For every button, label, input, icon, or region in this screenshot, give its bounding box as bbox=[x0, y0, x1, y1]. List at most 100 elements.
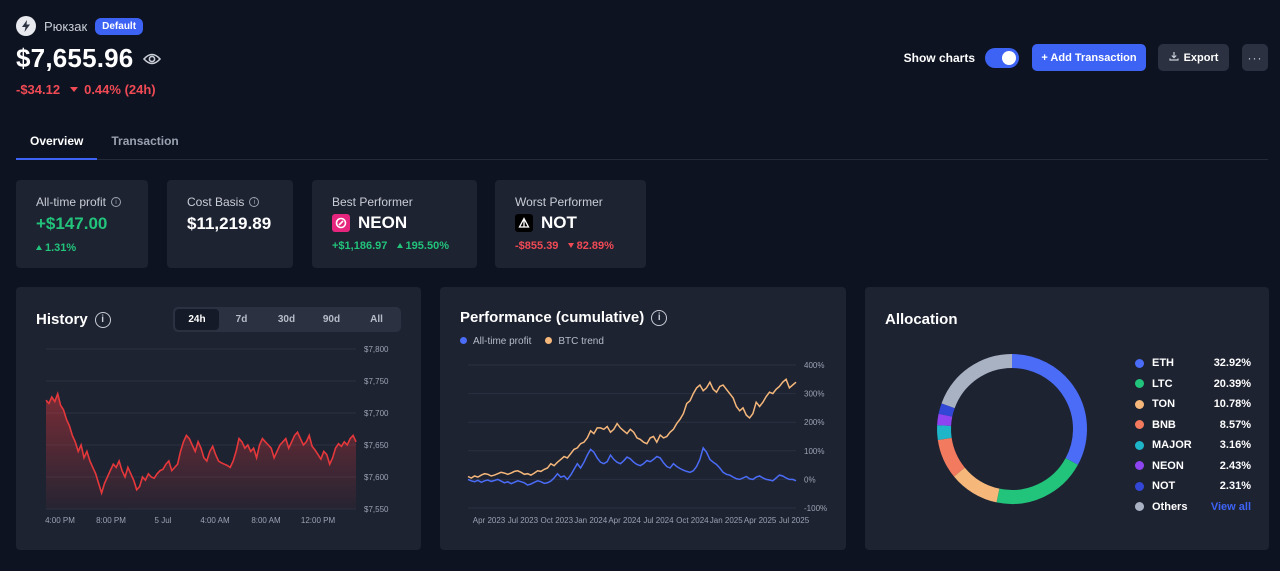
donut-slice-neon bbox=[937, 413, 953, 426]
worst-performer-coin[interactable]: NOT bbox=[541, 213, 577, 232]
legend-dot bbox=[1135, 502, 1144, 512]
best-performer-coin[interactable]: NEON bbox=[358, 213, 408, 232]
history-y-tick: $7,550 bbox=[364, 505, 389, 514]
allocation-item-others[interactable]: Others View all bbox=[1135, 497, 1251, 518]
best-performer-pct: 195.50% bbox=[405, 240, 449, 252]
wallet-name[interactable]: Рюкзак bbox=[44, 18, 88, 34]
worst-performer-label: Worst Performer bbox=[515, 195, 603, 209]
allocation-title: Allocation bbox=[885, 311, 958, 328]
add-transaction-button[interactable]: + Add Transaction bbox=[1032, 44, 1146, 71]
range-90d[interactable]: 90d bbox=[322, 314, 341, 325]
legend-btc-trend[interactable]: BTC trend bbox=[545, 336, 604, 347]
info-icon[interactable]: i bbox=[94, 311, 111, 328]
allocation-donut-chart[interactable] bbox=[865, 287, 1125, 550]
info-icon[interactable]: i bbox=[651, 309, 668, 326]
neon-logo-icon bbox=[332, 214, 350, 232]
allocation-item-not[interactable]: NOT 2.31% bbox=[1135, 476, 1251, 497]
performance-series-all-time-profit bbox=[467, 446, 797, 486]
history-y-tick: $7,650 bbox=[364, 441, 389, 450]
performance-series-btc-trend bbox=[467, 378, 797, 479]
info-icon[interactable]: i bbox=[249, 197, 260, 207]
more-options-button[interactable]: ··· bbox=[1242, 44, 1268, 71]
performance-chart[interactable]: 400%300%200%100%0%-100%Apr 2023 Jul 2023 O… bbox=[440, 287, 846, 550]
allocation-item-pct: 2.43% bbox=[1219, 459, 1251, 472]
history-y-tick: $7,800 bbox=[364, 345, 389, 354]
allocation-panel: Allocation ETH 32.92% LTC 20.39% TON 10.78% BN… bbox=[865, 287, 1269, 550]
eye-icon[interactable] bbox=[143, 52, 162, 66]
performance-y-tick: 0% bbox=[804, 475, 816, 484]
history-x-tick: 8:00 AM bbox=[251, 516, 281, 525]
range-all[interactable]: All bbox=[370, 314, 383, 325]
worst-performer-value: -$855.39 bbox=[515, 240, 559, 252]
lightning-icon bbox=[16, 16, 36, 36]
performance-y-tick: 300% bbox=[804, 390, 824, 399]
allocation-item-major[interactable]: MAJOR 3.16% bbox=[1135, 435, 1251, 456]
worst-performer-pct: 82.89% bbox=[576, 240, 614, 252]
change-value: -$34.12 bbox=[16, 82, 61, 97]
cost-basis-card: Cost Basis i $11,219.89 bbox=[167, 180, 293, 268]
allocation-item-eth[interactable]: ETH 32.92% bbox=[1135, 353, 1251, 374]
allocation-item-pct: 8.57% bbox=[1219, 418, 1251, 431]
allocation-item-name: Others bbox=[1152, 500, 1188, 513]
allocation-item-pct: 3.16% bbox=[1219, 439, 1251, 452]
performance-panel: Performance (cumulative) i All-time prof… bbox=[440, 287, 846, 550]
change-percent: 0.44% (24h) bbox=[84, 82, 156, 97]
allocation-item-bnb[interactable]: BNB 8.57% bbox=[1135, 415, 1251, 436]
best-performer-value: +$1,186.97 bbox=[332, 240, 388, 252]
caret-up-icon bbox=[396, 243, 403, 248]
legend-dot bbox=[1135, 420, 1144, 430]
tab-overview[interactable]: Overview bbox=[16, 126, 98, 160]
cost-basis-label: Cost Basis bbox=[187, 195, 245, 209]
history-y-tick: $7,750 bbox=[364, 377, 389, 386]
range-30d[interactable]: 30d bbox=[277, 314, 296, 325]
range-selector: 24h 7d 30d 90d All bbox=[173, 307, 401, 332]
range-24h[interactable]: 24h bbox=[175, 309, 219, 330]
performance-x-tick: Jul 2023 bbox=[508, 516, 539, 525]
donut-slice-ton bbox=[953, 467, 1000, 503]
performance-x-tick: Jan 2025 bbox=[710, 516, 743, 525]
show-charts-toggle[interactable] bbox=[985, 47, 1019, 68]
total-balance: $7,655.96 bbox=[16, 43, 134, 73]
export-button[interactable]: Export bbox=[1158, 44, 1229, 71]
allocation-item-neon[interactable]: NEON 2.43% bbox=[1135, 456, 1251, 477]
history-y-tick: $7,600 bbox=[364, 473, 389, 482]
export-label: Export bbox=[1183, 51, 1219, 64]
legend-dot bbox=[1135, 358, 1144, 368]
range-7d[interactable]: 7d bbox=[235, 314, 248, 325]
performance-legend: All-time profit BTC trend bbox=[460, 336, 667, 347]
history-x-tick: 12:00 PM bbox=[301, 516, 336, 525]
performance-title: Performance (cumulative) bbox=[460, 309, 645, 326]
allocation-item-name: LTC bbox=[1152, 377, 1173, 390]
legend-dot bbox=[1135, 379, 1144, 389]
performance-x-tick: Apr 2024 bbox=[608, 516, 641, 525]
donut-slice-bnb bbox=[937, 437, 965, 477]
caret-down-icon bbox=[70, 87, 79, 92]
wallet-header: Рюкзак Default $7,655.96 -$34.12 0.44% (… bbox=[16, 16, 162, 97]
all-time-profit-label: All-time profit bbox=[36, 195, 107, 209]
cost-basis-value: $11,219.89 bbox=[187, 214, 272, 233]
legend-all-time-profit[interactable]: All-time profit bbox=[460, 336, 531, 347]
allocation-item-name: MAJOR bbox=[1152, 439, 1192, 452]
history-x-tick: 4:00 PM bbox=[45, 516, 75, 525]
performance-y-tick: 100% bbox=[804, 447, 824, 456]
caret-down-icon bbox=[567, 243, 574, 248]
allocation-item-name: NEON bbox=[1152, 459, 1184, 472]
performance-x-tick: Jul 2025 bbox=[779, 516, 810, 525]
history-chart[interactable]: $7,800 $7,750 $7,700 $7,650 $7,600 $7,550 4:00… bbox=[16, 287, 421, 550]
allocation-item-ltc[interactable]: LTC 20.39% bbox=[1135, 374, 1251, 395]
view-all-link[interactable]: View all bbox=[1210, 500, 1251, 513]
history-x-tick: 5 Jul bbox=[155, 516, 172, 525]
all-time-profit-value: +$147.00 bbox=[36, 214, 108, 233]
allocation-item-pct: 32.92% bbox=[1213, 357, 1251, 370]
donut-slice-major bbox=[937, 425, 952, 440]
history-y-tick: $7,700 bbox=[364, 409, 389, 418]
donut-slice-ltc bbox=[996, 457, 1078, 504]
not-logo-icon bbox=[515, 214, 533, 232]
tab-transaction[interactable]: Transaction bbox=[111, 134, 179, 148]
info-icon[interactable]: i bbox=[111, 197, 122, 207]
donut-slice-eth bbox=[1011, 354, 1087, 465]
performance-x-tick: Oct 2024 bbox=[676, 516, 709, 525]
worst-performer-card: Worst Performer NOT -$855.39 82.89% bbox=[495, 180, 646, 268]
history-area bbox=[46, 393, 356, 509]
allocation-item-ton[interactable]: TON 10.78% bbox=[1135, 394, 1251, 415]
